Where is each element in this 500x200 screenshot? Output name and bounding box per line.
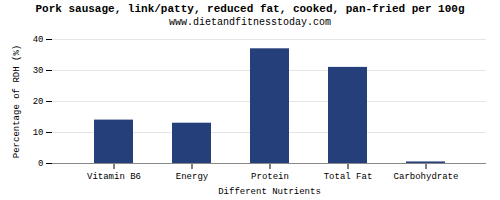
- svg-text:Protein: Protein: [251, 172, 289, 182]
- svg-text:Carbohydrate: Carbohydrate: [394, 172, 459, 182]
- svg-text:Energy: Energy: [176, 172, 209, 182]
- svg-text:0: 0: [38, 159, 43, 169]
- svg-text:Total Fat: Total Fat: [324, 172, 373, 182]
- svg-text:20: 20: [33, 97, 44, 107]
- svg-text:Different Nutrients: Different Nutrients: [218, 187, 321, 197]
- svg-text:Vitamin B6: Vitamin B6: [87, 172, 141, 182]
- svg-text:30: 30: [33, 66, 44, 76]
- svg-text:40: 40: [33, 35, 44, 45]
- html-text:Pork sausage, link/patty, redu: Pork sausage, link/patty, reduced fat, c…: [35, 3, 465, 15]
- html-text:www.dietandfitnesstoday.com: www.dietandfitnesstoday.com: [169, 17, 331, 28]
- svg-text:10: 10: [33, 128, 44, 138]
- svg-text:Percentage of RDH (%): Percentage of RDH (%): [12, 45, 22, 158]
